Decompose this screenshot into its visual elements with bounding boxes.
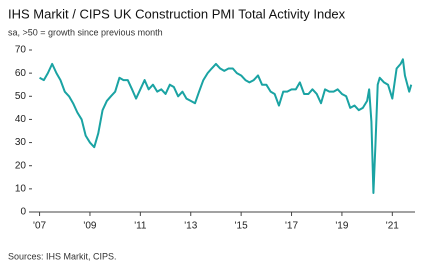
chart-subtitle: sa, >50 = growth since previous month (8, 27, 163, 37)
y-tick-label: 70 (15, 45, 27, 56)
y-tick-label: 0 (20, 207, 26, 218)
x-tick-label: '17 (285, 221, 298, 232)
y-tick-label: 10 (15, 183, 27, 194)
x-tick-label: '07 (33, 221, 46, 232)
y-tick-label: 40 (15, 114, 27, 125)
chart-title: IHS Markit / CIPS UK Construction PMI To… (8, 6, 346, 21)
y-tick-label: 60 (15, 68, 27, 79)
x-tick-label: '15 (235, 221, 248, 232)
y-tick-label: 50 (15, 91, 27, 102)
x-tick-label: '19 (335, 221, 348, 232)
x-tick-label: '09 (83, 221, 96, 232)
y-tick-label: 30 (15, 137, 27, 148)
x-tick-label: '13 (184, 221, 197, 232)
y-tick-label: 20 (15, 160, 27, 171)
x-tick-label: '21 (386, 221, 399, 232)
source-note: Sources: IHS Markit, CIPS. (8, 251, 117, 261)
data-line (39, 58, 413, 195)
x-tick-label: '11 (134, 221, 147, 232)
